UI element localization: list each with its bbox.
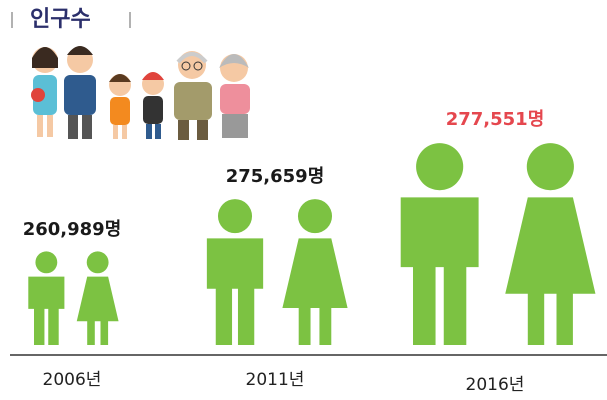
x-tick-label: 2016년 — [466, 375, 525, 395]
x-tick-label: 2006년 — [43, 370, 102, 390]
value-label: 275,659명 — [226, 166, 325, 187]
male-figure — [401, 143, 479, 345]
female-figure — [77, 251, 119, 345]
x-tick-label: 2011년 — [246, 370, 305, 390]
value-label: 277,551명 — [446, 109, 545, 130]
female-figure — [505, 143, 595, 345]
female-figure — [282, 199, 347, 345]
male-figure — [207, 199, 263, 345]
male-figure — [28, 251, 64, 345]
title: 인구수 — [30, 7, 91, 32]
infographic: 인구수 260,989명 2006년 275,659명 2011년 277,551명 20… — [0, 0, 607, 400]
value-label: 260,989명 — [23, 219, 122, 240]
page: 인구수 260,989명 2006년 275,659명 2011년 277,551명 20… — [0, 0, 607, 400]
family-illustration — [31, 46, 250, 140]
